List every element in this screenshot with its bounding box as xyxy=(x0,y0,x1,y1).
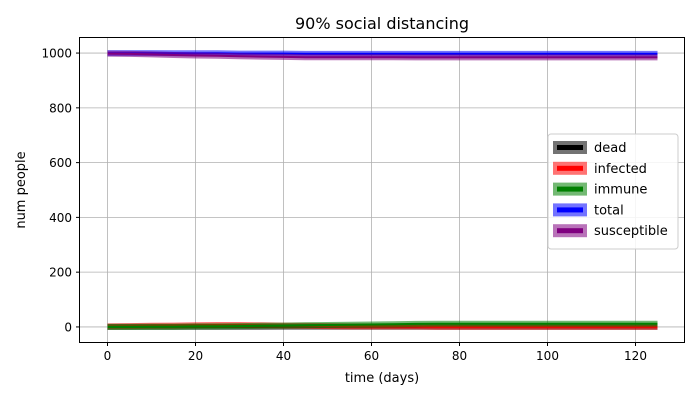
y-axis-ticks: 0 200 400 600 800 1000 xyxy=(41,47,80,334)
legend-line-susceptible xyxy=(557,228,583,234)
x-tick-label: 100 xyxy=(536,349,559,363)
x-tick-label: 80 xyxy=(452,349,467,363)
legend-line-infected xyxy=(557,165,583,171)
legend-label-immune: immune xyxy=(594,183,647,198)
chart-title: 90% social distancing xyxy=(295,14,469,33)
y-tick-label: 0 xyxy=(64,320,72,334)
legend-label-total: total xyxy=(594,203,624,218)
series-lines xyxy=(107,50,658,330)
x-tick-label: 120 xyxy=(624,349,647,363)
legend: dead infected immune total susceptible xyxy=(547,133,679,250)
y-tick-label: 400 xyxy=(49,211,72,225)
x-axis-ticks: 0 20 40 60 80 100 120 xyxy=(104,342,647,363)
y-tick-label: 1000 xyxy=(41,47,72,61)
x-tick-label: 0 xyxy=(104,349,112,363)
x-tick-label: 40 xyxy=(276,349,291,363)
legend-line-dead xyxy=(557,145,583,150)
y-tick-label: 600 xyxy=(49,156,72,170)
series-line-immune xyxy=(107,322,658,328)
legend-line-immune xyxy=(557,186,583,192)
x-tick-label: 20 xyxy=(188,349,203,363)
legend-label-infected: infected xyxy=(594,162,647,177)
x-axis-label: time (days) xyxy=(345,371,419,386)
series-line-susceptible xyxy=(107,52,658,59)
y-tick-label: 800 xyxy=(49,101,72,115)
legend-label-dead: dead xyxy=(594,141,626,156)
y-axis-label: num people xyxy=(14,151,29,228)
plot-frame xyxy=(79,37,685,343)
legend-line-total xyxy=(557,207,583,213)
x-tick-label: 60 xyxy=(364,349,379,363)
y-tick-label: 200 xyxy=(49,266,72,280)
legend-label-susceptible: susceptible xyxy=(594,224,668,239)
